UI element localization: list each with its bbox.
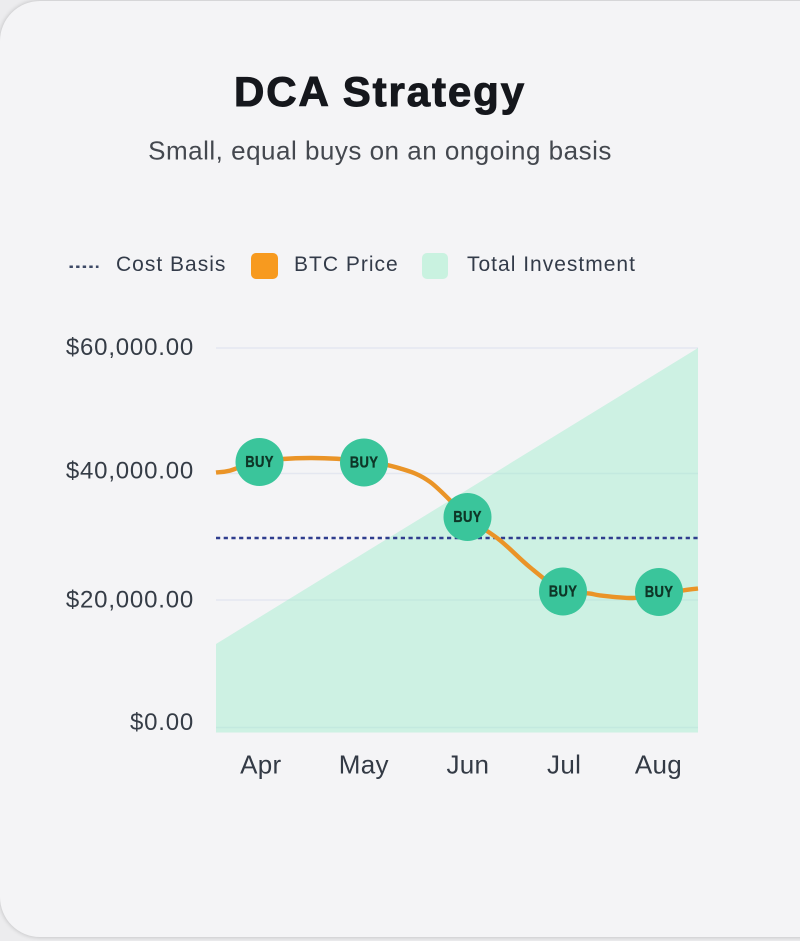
svg-text:BUY: BUY <box>453 509 482 526</box>
svg-text:Total Investment: Total Investment <box>467 253 636 276</box>
svg-text:BUY: BUY <box>645 584 674 601</box>
svg-text:$20,000.00: $20,000.00 <box>66 587 194 614</box>
svg-text:Jul: Jul <box>547 750 581 780</box>
svg-text:$60,000.00: $60,000.00 <box>66 334 194 361</box>
svg-text:Jun: Jun <box>446 750 489 780</box>
svg-text:May: May <box>339 750 389 780</box>
svg-text:Aug: Aug <box>635 750 682 780</box>
svg-text:Apr: Apr <box>240 750 281 780</box>
svg-text:$0.00: $0.00 <box>130 709 194 736</box>
svg-text:BUY: BUY <box>245 454 274 471</box>
svg-text:Cost Basis: Cost Basis <box>116 253 226 276</box>
svg-text:BUY: BUY <box>350 455 379 472</box>
svg-text:DCA Strategy: DCA Strategy <box>234 68 526 115</box>
svg-text:BUY: BUY <box>549 584 578 601</box>
svg-text:BTC Price: BTC Price <box>294 253 399 276</box>
svg-text:$40,000.00: $40,000.00 <box>66 458 194 485</box>
svg-text:Small, equal buys on an ongoin: Small, equal buys on an ongoing basis <box>148 135 612 165</box>
